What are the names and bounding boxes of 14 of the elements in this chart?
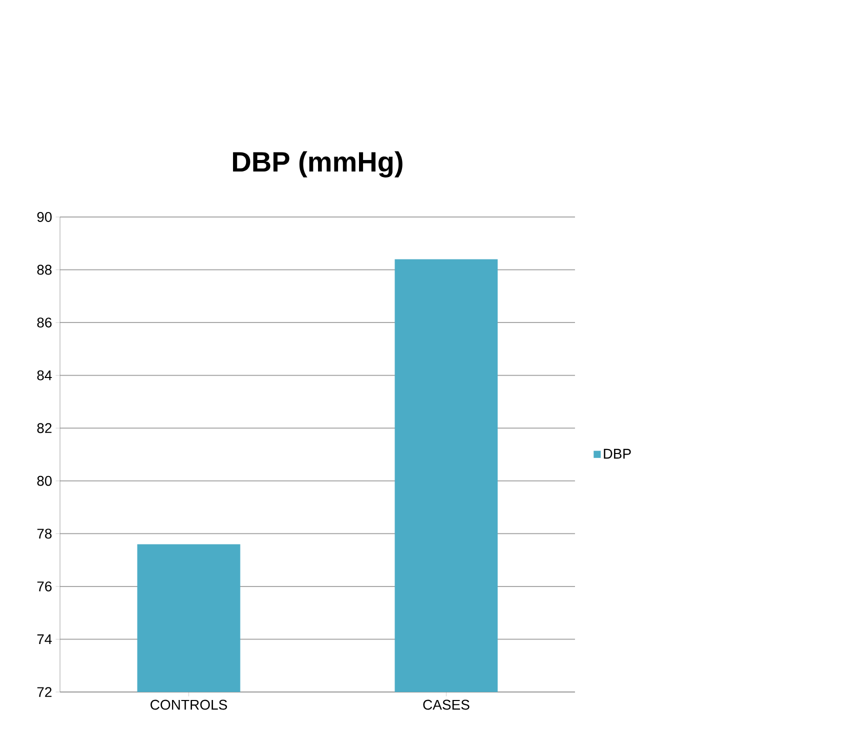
legend-label: DBP <box>604 448 631 459</box>
y-tick-label: 86 <box>37 318 52 328</box>
x-tick-label: CONTROLS <box>150 700 228 710</box>
x-tick-label: CASES <box>423 700 470 710</box>
y-tick-label: 74 <box>37 634 52 644</box>
y-tick-label: 80 <box>37 476 52 486</box>
y-tick-label: 88 <box>37 264 52 275</box>
y-tick-label: 72 <box>37 687 52 697</box>
y-tick-label: 78 <box>37 528 52 539</box>
y-tick-label: 84 <box>37 370 52 380</box>
y-tick-label: 76 <box>37 581 52 592</box>
y-tick-label: 90 <box>37 212 52 222</box>
chart-title: DBP (mmHg) <box>233 151 402 178</box>
y-tick-label: 82 <box>37 423 52 434</box>
